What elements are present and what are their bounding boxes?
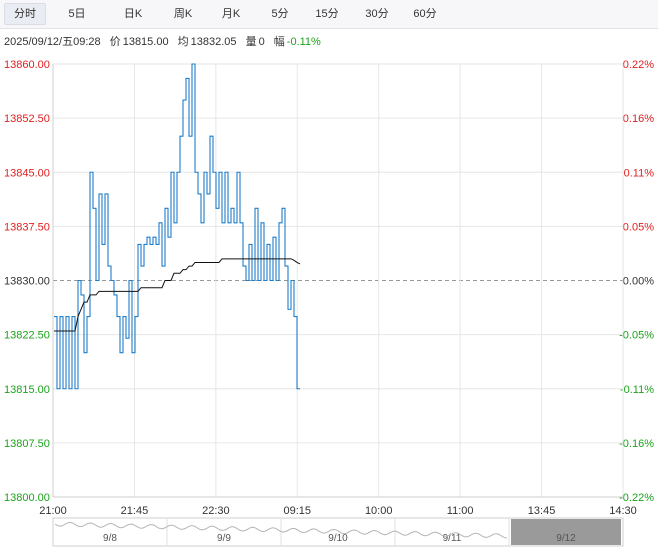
y-tick-label-right: -0.11%	[620, 384, 654, 396]
info-volume: 0	[258, 36, 265, 48]
info-datetime: 2025/09/12/五09:28	[4, 36, 101, 48]
tab-monthly-k[interactable]: 月K	[221, 8, 241, 20]
x-tick-label: 22:30	[202, 505, 230, 517]
info-avg: 13832.05	[190, 36, 237, 48]
navigator-date-label: 9/11	[443, 533, 462, 544]
y-tick-label-right: -0.22%	[619, 492, 654, 504]
navigator-date-label: 9/8	[103, 533, 117, 544]
tab-5-day[interactable]: 5日	[68, 8, 86, 20]
x-tick-label: 11:00	[447, 505, 474, 517]
info-volume-label: 量	[245, 36, 257, 48]
price-series-line	[54, 63, 300, 390]
x-tick-label: 21:45	[121, 505, 149, 517]
y-tick-label-left: 13800.00	[4, 492, 50, 504]
y-tick-label-right: 0.05%	[623, 221, 654, 233]
info-change-label: 幅	[273, 36, 285, 48]
tab-60-min[interactable]: 60分	[413, 8, 437, 20]
navigator-date-label: 9/12	[556, 533, 576, 544]
y-tick-label-left: 13822.50	[4, 330, 50, 342]
navigator-date-label: 9/10	[328, 533, 348, 544]
tab-intraday[interactable]: 分时	[4, 3, 46, 25]
y-tick-label-right: -0.05%	[619, 330, 654, 342]
x-tick-label: 13:45	[528, 505, 556, 517]
info-price: 13815.00	[122, 36, 169, 48]
tab-30-min[interactable]: 30分	[365, 8, 389, 20]
y-tick-label-left: 13852.50	[4, 113, 50, 125]
y-tick-label-left: 13830.00	[4, 276, 50, 288]
y-tick-label-right: 0.00%	[623, 276, 654, 288]
info-price-label: 价	[109, 36, 121, 48]
x-tick-label: 14:30	[609, 505, 637, 517]
tab-5-min[interactable]: 5分	[271, 8, 289, 20]
x-tick-label: 10:00	[365, 505, 393, 517]
x-tick-label: 09:15	[284, 505, 312, 517]
tab-weekly-k[interactable]: 周K	[173, 8, 193, 20]
y-tick-label-right: 0.22%	[623, 59, 654, 71]
y-tick-label-right: 0.11%	[624, 167, 655, 179]
navigator-selected-range[interactable]	[511, 519, 621, 545]
x-tick-label: 21:00	[39, 505, 67, 517]
tab-daily-k[interactable]: 日K	[123, 8, 143, 20]
period-tab-bar: 分时 5日 日K 周K 月K 5分 15分 30分 60分	[0, 0, 658, 29]
y-tick-label-right: -0.16%	[619, 438, 654, 450]
y-tick-label-left: 13807.50	[4, 438, 50, 450]
tab-15-min[interactable]: 15分	[315, 8, 339, 20]
y-tick-label-left: 13815.00	[4, 384, 50, 396]
y-tick-label-right: 0.16%	[623, 113, 654, 125]
y-tick-label-left: 13837.50	[4, 221, 50, 233]
navigator-overview-trace	[54, 521, 508, 539]
navigator-date-label: 9/9	[217, 533, 231, 544]
average-series-line	[54, 258, 301, 332]
y-tick-label-left: 13860.00	[4, 59, 50, 71]
info-avg-label: 均	[177, 36, 189, 48]
y-tick-label-left: 13845.00	[4, 167, 50, 179]
info-change: -0.11%	[286, 36, 321, 48]
